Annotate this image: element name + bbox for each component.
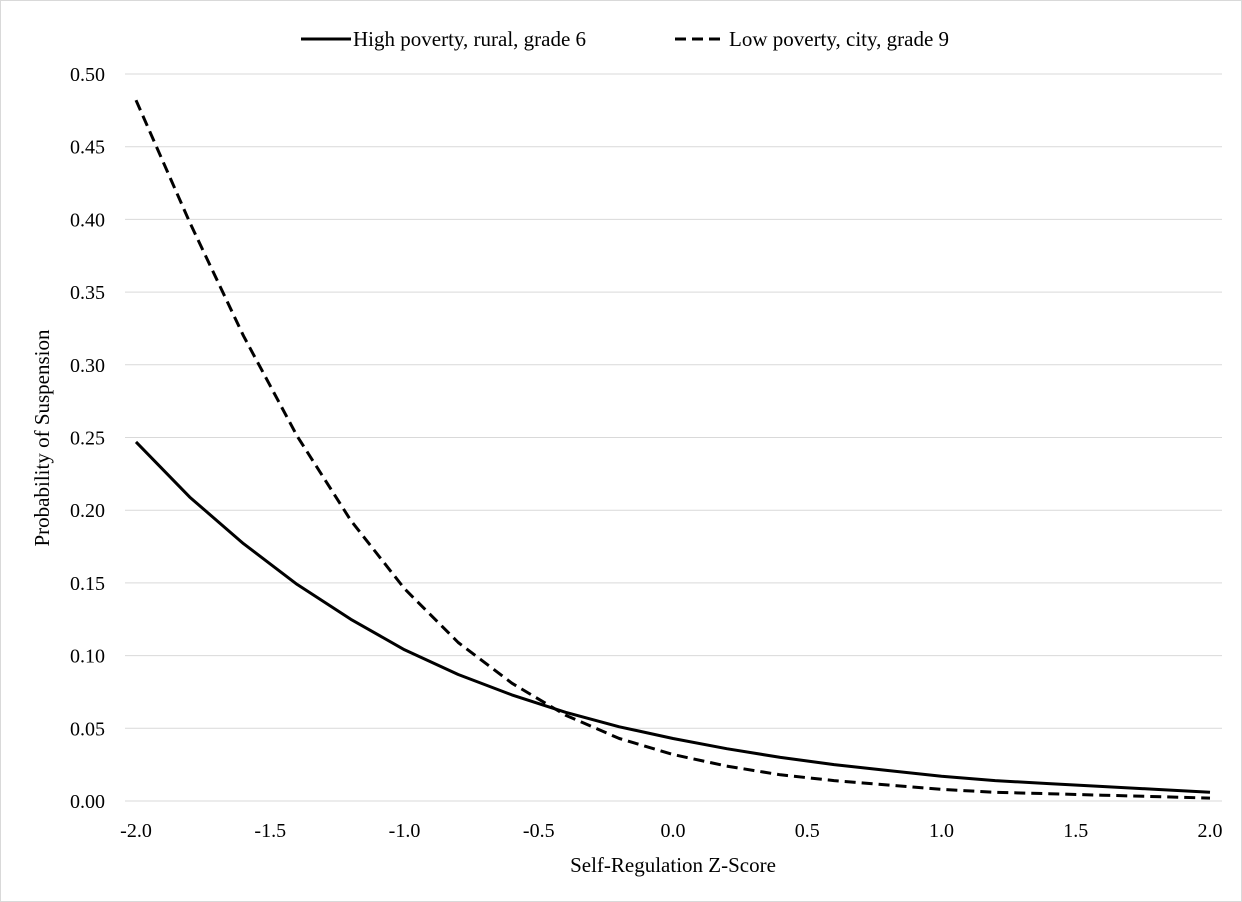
y-tick-label: 0.30 [70, 355, 105, 377]
y-tick-label: 0.15 [70, 573, 105, 595]
series-lines [134, 99, 1211, 800]
series-line-1 [134, 440, 1211, 794]
x-tick-label: 2.0 [1198, 820, 1223, 842]
legend-label-1: High poverty, rural, grade 6 [353, 27, 586, 51]
y-tick-label: 0.45 [70, 137, 105, 159]
x-tick-label: -0.5 [523, 820, 555, 842]
x-tick-label: -2.0 [120, 820, 152, 842]
y-tick-label: 0.35 [70, 282, 105, 304]
x-tick-label: -1.5 [254, 820, 286, 842]
x-tick-label: -1.0 [389, 820, 421, 842]
y-tick-label: 0.00 [70, 791, 105, 813]
y-tick-label: 0.20 [70, 500, 105, 522]
y-tick-label: 0.40 [70, 209, 105, 231]
series-line-2 [134, 99, 1211, 800]
legend: High poverty, rural, grade 6 Low poverty,… [301, 27, 949, 51]
x-tick-label: 0.0 [661, 820, 686, 842]
x-tick-label: 1.5 [1063, 820, 1088, 842]
legend-label-2: Low poverty, city, grade 9 [729, 27, 949, 51]
x-tick-label: 1.0 [929, 820, 954, 842]
y-tick-label: 0.05 [70, 718, 105, 740]
gridlines [125, 73, 1222, 802]
y-tick-label: 0.10 [70, 646, 105, 668]
y-axis-title: Probability of Suspension [30, 329, 54, 547]
x-tick-label: 0.5 [795, 820, 820, 842]
y-tick-label: 0.50 [70, 64, 105, 86]
y-tick-labels: 0.00 0.05 0.10 0.15 0.20 0.25 0.30 0.35 0.40 0.45… [70, 64, 105, 813]
y-tick-label: 0.25 [70, 428, 105, 450]
x-axis-title: Self-Regulation Z-Score [570, 853, 776, 877]
x-tick-labels: -2.0 -1.5 -1.0 -0.5 0.0 0.5 1.0 1.5 2.0 [120, 820, 1222, 842]
